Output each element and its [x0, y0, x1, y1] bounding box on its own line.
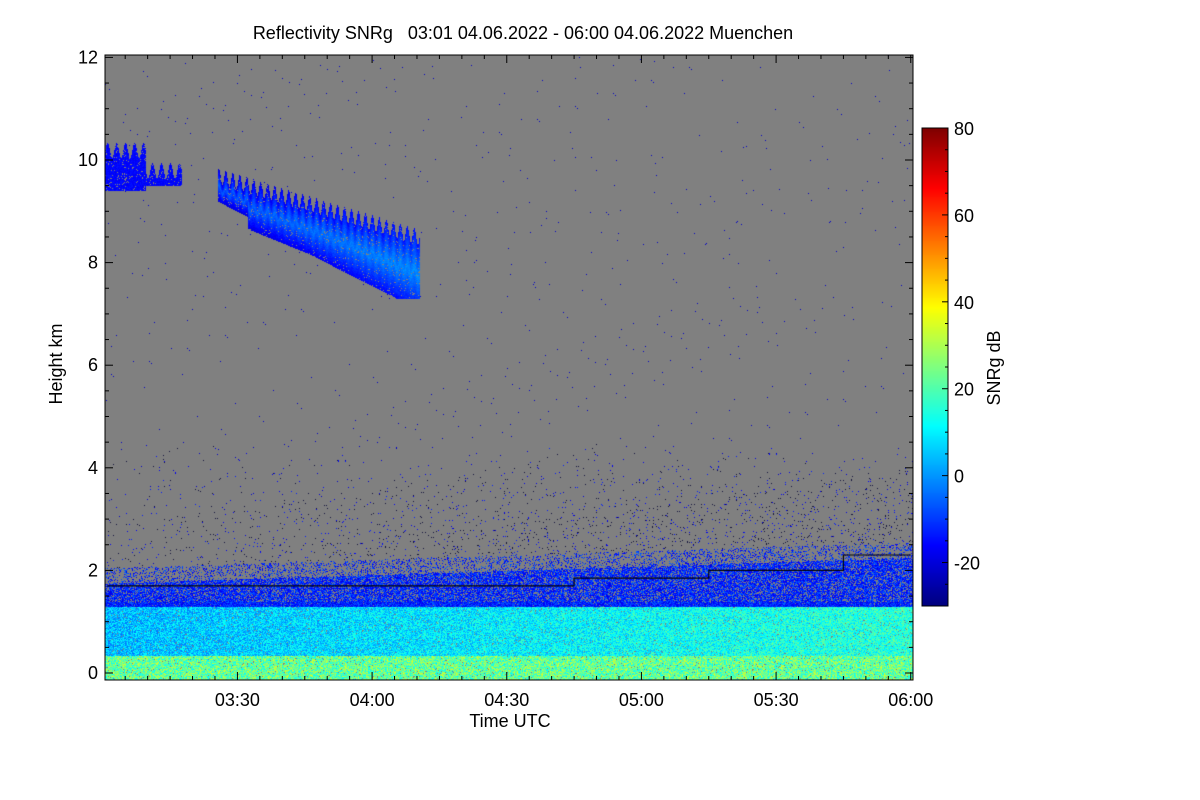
x-tick-label: 05:00 [619, 690, 664, 710]
x-tick-label: 05:30 [754, 690, 799, 710]
colorbar-tick-label: 80 [954, 119, 974, 139]
x-tick-label: 03:30 [215, 690, 260, 710]
colorbar-tick-label: 20 [954, 380, 974, 400]
y-tick-label: 0 [88, 663, 98, 683]
plot-frame [104, 54, 914, 681]
y-tick-label: 2 [88, 560, 98, 580]
y-tick-label: 4 [88, 458, 98, 478]
radar-heatmap [105, 55, 913, 680]
y-tick-label: 12 [78, 47, 98, 67]
x-tick-label: 04:30 [484, 690, 529, 710]
colorbar [922, 128, 948, 606]
colorbar-tick-label: 60 [954, 206, 974, 226]
x-tick-label: 06:00 [888, 690, 933, 710]
colorbar-label: SNRg dB [984, 330, 1004, 405]
colorbar-tick-label: -20 [954, 554, 980, 574]
y-tick-label: 10 [78, 150, 98, 170]
y-tick-label: 6 [88, 355, 98, 375]
colorbar-frame [921, 127, 949, 607]
colorbar-tick-label: 0 [954, 467, 964, 487]
x-axis-label: Time UTC [469, 711, 550, 731]
x-tick-label: 04:00 [350, 690, 395, 710]
y-tick-label: 8 [88, 253, 98, 273]
colorbar-tick-label: 40 [954, 293, 974, 313]
y-axis-label: Height km [46, 323, 66, 404]
chart-title: Reflectivity SNRg 03:01 04.06.2022 - 06:… [253, 23, 793, 43]
